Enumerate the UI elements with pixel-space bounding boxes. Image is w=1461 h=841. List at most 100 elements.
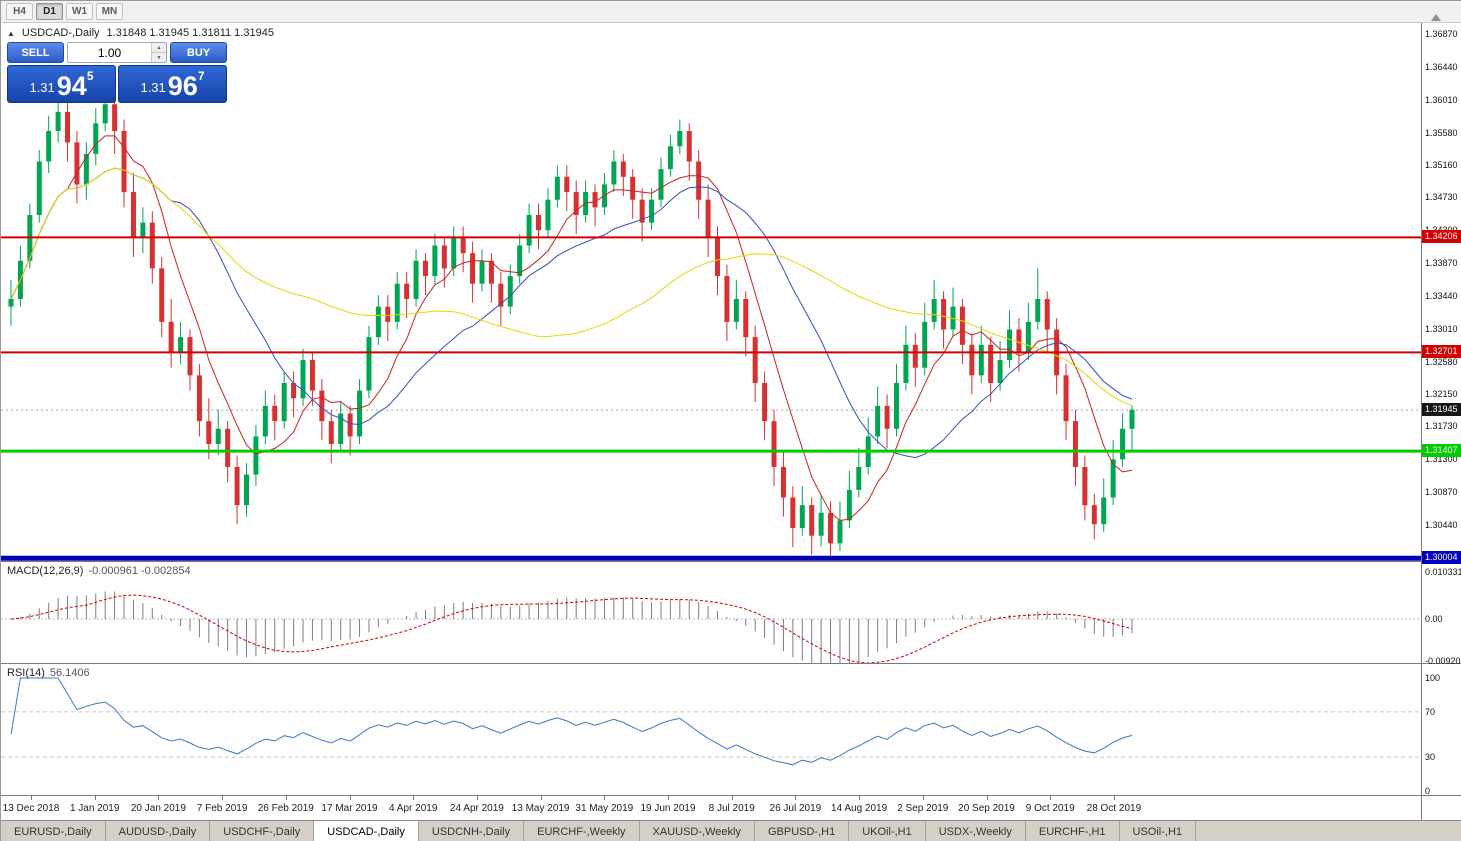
macd-chart[interactable]	[1, 562, 1421, 663]
price-axis-label: 1.33870	[1425, 258, 1458, 269]
level-badge: 1.32701	[1422, 345, 1461, 359]
period-toolbar: H4 D1 W1 MN	[1, 1, 1461, 23]
buy-price-panel[interactable]: 1.31 96 7	[118, 65, 227, 103]
rsi-chart[interactable]	[1, 664, 1421, 795]
tab-usoil-h1[interactable]: USOil-,H1	[1119, 821, 1197, 841]
date-label: 26 Feb 2019	[257, 803, 314, 814]
date-label: 13 May 2019	[511, 803, 570, 814]
period-button-w1[interactable]: W1	[66, 3, 93, 20]
tab-gbpusd-h1[interactable]: GBPUSD-,H1	[754, 821, 850, 841]
price-axis-column[interactable]: 1.36870 1.36440 1.36010 1.35580 1.35160 1.347…	[1421, 23, 1461, 820]
date-tick	[349, 796, 351, 800]
date-label: 1 Jan 2019	[69, 803, 120, 814]
date-tick	[1050, 796, 1052, 800]
macd-indicator-panel[interactable]: MACD(12,26,9) -0.000961 -0.002854	[1, 562, 1421, 664]
axis-corner	[1422, 796, 1461, 820]
price-axis-label: 1.34730	[1425, 192, 1458, 203]
sell-price-panel[interactable]: 1.31 94 5	[7, 65, 116, 103]
tab-eurusd-daily[interactable]: EURUSD-,Daily	[1, 821, 106, 841]
date-label: 31 May 2019	[575, 803, 634, 814]
macd-signal-line	[10, 594, 1133, 663]
rsi-label: RSI(14) 56.1406	[7, 667, 90, 679]
rsi-axis-label: 100	[1425, 673, 1441, 683]
tab-usdchf-daily[interactable]: USDCHF-,Daily	[210, 821, 315, 841]
macd-histogram	[19, 591, 1133, 663]
date-tick	[94, 796, 96, 800]
chart-shift-marker-icon[interactable]	[1431, 14, 1441, 21]
chart-title: USDCAD-,Daily	[21, 27, 100, 39]
date-tick	[222, 796, 224, 800]
tab-audusd-daily[interactable]: AUDUSD-,Daily	[105, 821, 211, 841]
volume-up-button[interactable]: ▲	[152, 43, 166, 53]
tab-usdx-weekly[interactable]: USDX-,Weekly	[925, 821, 1026, 841]
date-label: 9 Oct 2019	[1025, 803, 1075, 814]
ma-fast-line	[10, 135, 1133, 521]
rsi-line	[10, 677, 1133, 766]
macd-axis[interactable]: 0.010331 0.00 -0.009203	[1422, 562, 1461, 666]
date-tick	[922, 796, 924, 800]
chart-plot-column: ▲ USDCAD-,Daily 1.31848 1.31945 1.31811 …	[1, 23, 1421, 820]
level-badge: 1.31407	[1422, 444, 1461, 458]
date-tick	[413, 796, 415, 800]
volume-spinner: ▲ ▼	[151, 43, 166, 62]
ma-slow-line	[10, 167, 1133, 407]
candlestick-chart[interactable]	[1, 23, 1421, 561]
volume-box: ▲ ▼	[67, 42, 167, 63]
tab-eurchf-weekly[interactable]: EURCHF-,Weekly	[524, 821, 640, 841]
date-tick	[795, 796, 797, 800]
date-tick	[986, 796, 988, 800]
chart-header: ▲ USDCAD-,Daily 1.31848 1.31945 1.31811 …	[7, 27, 274, 39]
period-button-d1[interactable]: D1	[36, 3, 63, 20]
price-axis-label: 1.36010	[1425, 94, 1458, 105]
macd-axis-label: -0.009203	[1425, 655, 1461, 666]
date-label: 24 Apr 2019	[449, 803, 504, 814]
date-tick	[859, 796, 861, 800]
tab-eurchf-h1[interactable]: EURCHF-,H1	[1025, 821, 1120, 841]
date-tick	[668, 796, 669, 800]
tab-usdcnh-daily[interactable]: USDCNH-,Daily	[418, 821, 525, 841]
price-chart-panel[interactable]: ▲ USDCAD-,Daily 1.31848 1.31945 1.31811 …	[1, 23, 1421, 562]
date-tick	[476, 796, 478, 800]
one-click-trading-panel: SELL ▲ ▼ BUY 1.31 94 5 1.31	[7, 42, 227, 103]
date-tick	[158, 796, 160, 800]
date-label: 20 Jan 2019	[130, 803, 186, 814]
chart-tab-bar: EURUSD-,Daily AUDUSD-,Daily USDCHF-,Daily U…	[1, 820, 1461, 841]
rsi-indicator-panel[interactable]: RSI(14) 56.1406	[1, 664, 1421, 796]
date-label: 7 Feb 2019	[196, 803, 248, 814]
macd-label: MACD(12,26,9) -0.000961 -0.002854	[7, 565, 191, 577]
price-axis-label: 1.30870	[1425, 487, 1458, 498]
tab-usdcad-daily[interactable]: USDCAD-,Daily	[314, 821, 419, 841]
rsi-axis-label: 30	[1425, 752, 1436, 763]
volume-down-button[interactable]: ▼	[152, 53, 166, 62]
price-axis[interactable]: 1.36870 1.36440 1.36010 1.35580 1.35160 1.347…	[1422, 23, 1461, 565]
volume-input[interactable]	[68, 43, 151, 62]
tab-xauusd-weekly[interactable]: XAUUSD-,Weekly	[639, 821, 755, 841]
date-label: 2 Sep 2019	[897, 803, 949, 814]
sell-price-pip: 5	[86, 69, 94, 83]
date-label: 14 Aug 2019	[831, 803, 888, 814]
price-axis-label: 1.33010	[1425, 323, 1458, 334]
tab-ukoil-h1[interactable]: UKOil-,H1	[849, 821, 926, 841]
sell-price-big-digits: 94	[56, 71, 87, 101]
level-badge: 1.30004	[1422, 551, 1461, 565]
period-button-mn[interactable]: MN	[96, 3, 123, 20]
date-label: 8 Jul 2019	[708, 803, 755, 814]
level-badge: 1.34206	[1422, 230, 1461, 244]
one-click-collapse-icon[interactable]: ▲	[7, 28, 15, 38]
buy-button[interactable]: BUY	[170, 42, 227, 63]
ma-mid-line	[10, 167, 1133, 459]
price-axis-label: 1.34300	[1425, 224, 1458, 236]
date-label: 13 Dec 2018	[2, 803, 60, 814]
date-label: 20 Sep 2019	[958, 803, 1015, 814]
price-axis-label: 1.36440	[1425, 61, 1458, 72]
buy-price-pip: 7	[197, 69, 205, 83]
rsi-axis[interactable]: 100 70 30 0	[1422, 664, 1461, 796]
period-button-h4[interactable]: H4	[6, 3, 33, 20]
date-axis[interactable]: 13 Dec 2018 1 Jan 2019 20 Jan 2019 7 Feb 20…	[1, 796, 1421, 820]
price-axis-label: 1.32580	[1425, 356, 1458, 367]
sell-button[interactable]: SELL	[7, 42, 64, 63]
sell-price-prefix: 1.31	[29, 80, 55, 95]
date-tick	[1113, 796, 1115, 800]
chart-ohlc-values: 1.31848 1.31945 1.31811 1.31945	[106, 27, 274, 39]
